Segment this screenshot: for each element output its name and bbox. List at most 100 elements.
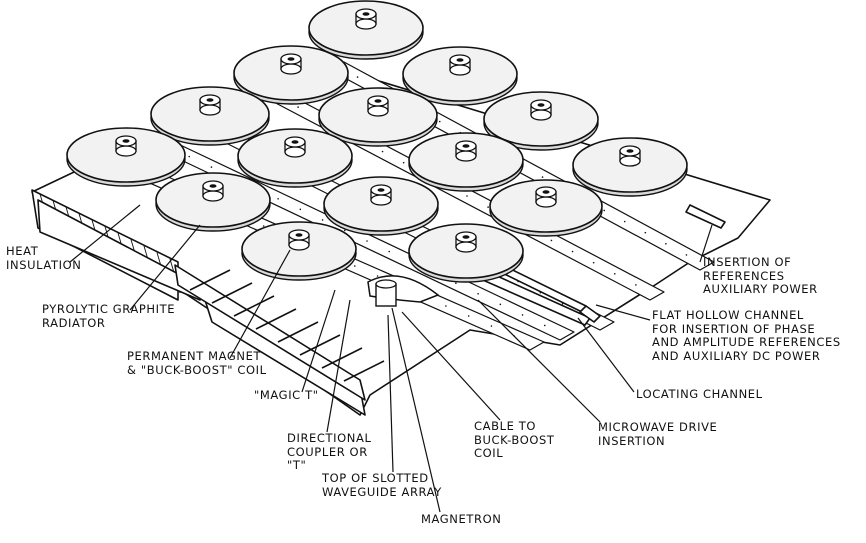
slot-dot <box>571 250 574 253</box>
leader-line <box>699 224 713 263</box>
slot-dot <box>455 282 457 285</box>
slot-dot <box>466 195 468 197</box>
slot-dot <box>685 254 688 256</box>
magnet-hole <box>122 139 130 143</box>
rod-end <box>579 305 601 323</box>
slot-dot <box>541 176 544 178</box>
magnet-hole <box>462 235 470 239</box>
radiator-disk <box>66 127 186 187</box>
label-flat-hollow-channel: FLAT HOLLOW CHANNEL FOR INSERTION OF PHAS… <box>652 308 841 363</box>
leader-line <box>391 307 441 513</box>
slot-dot <box>543 324 546 327</box>
magnet-base <box>455 150 477 162</box>
magnet-hole <box>456 58 464 62</box>
leader-line <box>595 304 651 321</box>
radiator-disk <box>241 221 357 281</box>
magnet-base <box>284 146 306 158</box>
slot-dot <box>388 250 391 253</box>
radiator-disks <box>66 0 688 307</box>
slot-dot <box>635 284 637 286</box>
magnet-base <box>202 190 224 202</box>
label-permanent-magnet: PERMANENT MAGNET & "BUCK-BOOST" COIL <box>127 349 267 377</box>
slot-dot <box>381 150 384 153</box>
slot-dot <box>521 314 524 316</box>
slot-dot <box>297 106 299 108</box>
magnet-base <box>355 18 377 30</box>
radiator-disk <box>402 46 518 106</box>
slot-dot <box>188 155 191 158</box>
magnetron-top <box>375 279 397 289</box>
front-skirt <box>37 199 206 301</box>
reference-insertion-rod <box>685 204 726 229</box>
cross-rib <box>255 308 297 330</box>
leader-lines <box>69 204 713 513</box>
magnetron-housing <box>367 275 440 307</box>
radiator-disk <box>318 87 438 147</box>
cross-rib <box>321 347 363 369</box>
cross-rib <box>277 321 319 343</box>
leader-line <box>301 289 336 393</box>
radiator-disk <box>308 0 424 60</box>
radiator-disk <box>489 179 603 237</box>
label-microwave-drive-insertion: MICROWAVE DRIVE INSERTION <box>598 420 718 448</box>
radiator-disk <box>237 128 353 188</box>
radiator-disk <box>408 132 524 192</box>
slot-dot <box>445 305 447 307</box>
label-top-of-slotted-waveguide: TOP OF SLOTTED WAVEGUIDE ARRAY <box>322 471 442 499</box>
magnet-hole <box>377 188 385 192</box>
magnet-hole <box>537 103 545 107</box>
magnet-base <box>199 104 221 116</box>
slot-dot <box>550 239 553 242</box>
label-insertion-of-references: INSERTION OF REFERENCES AUXILIARY POWER <box>703 255 818 296</box>
leader-line <box>129 224 201 311</box>
magnet-base <box>455 241 477 253</box>
radiator-disk <box>233 45 349 105</box>
leader-line <box>401 311 501 421</box>
magnet-hole <box>462 144 470 148</box>
slot-dot <box>487 206 489 208</box>
cross-rib <box>233 295 275 317</box>
slot-dot <box>613 272 616 275</box>
leader-line <box>229 249 291 359</box>
cross-rib <box>299 334 341 356</box>
slot-dot <box>438 120 441 123</box>
leader-line <box>326 299 351 433</box>
leader-line <box>69 204 141 263</box>
slot-dot <box>277 197 279 200</box>
label-directional-coupler: DIRECTIONAL COUPLER OR "T" <box>287 431 372 472</box>
slot-dot <box>356 76 359 78</box>
label-magnetron: MAGNETRON <box>421 512 502 526</box>
label-heat-insulation: HEAT INSULATION <box>6 244 82 272</box>
label-magic-t: "MAGIC T" <box>254 388 319 402</box>
magnet-base <box>367 105 389 117</box>
leader-line <box>387 314 394 473</box>
slot-dot <box>376 275 379 277</box>
slot-dot <box>499 303 502 306</box>
slot-dot <box>353 265 356 267</box>
label-cable-to-buck-boost-coil: CABLE TO BUCK-BOOST COIL <box>474 419 555 460</box>
radiator-disk <box>323 176 439 236</box>
magnet-base <box>619 155 641 167</box>
magnet-hole <box>626 149 634 153</box>
magnet-base <box>280 63 302 75</box>
slot-dot <box>603 209 606 212</box>
leader-line <box>477 299 601 423</box>
slot-dot <box>665 242 667 245</box>
slot-dot <box>402 161 405 164</box>
slot-dot <box>592 261 595 264</box>
magnet-base <box>535 196 557 208</box>
magnet-base <box>115 145 137 157</box>
magnet-hole <box>362 12 370 16</box>
magnet-hole <box>374 99 382 103</box>
slot-dot <box>623 220 626 223</box>
slot-dot <box>210 166 213 168</box>
slot-dot <box>262 225 265 227</box>
cross-rib <box>211 282 253 304</box>
label-locating-channel: LOCATING CHANNEL <box>636 387 763 401</box>
magnet-hole <box>295 233 303 237</box>
slot-dot <box>467 315 470 317</box>
magnet-hole <box>542 190 550 194</box>
cross-rib <box>189 269 231 291</box>
